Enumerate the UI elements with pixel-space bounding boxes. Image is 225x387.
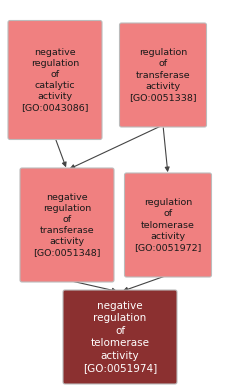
FancyBboxPatch shape — [124, 173, 211, 277]
FancyBboxPatch shape — [8, 21, 101, 139]
FancyBboxPatch shape — [63, 290, 176, 384]
Text: negative
regulation
of
transferase
activity
[GO:0051348]: negative regulation of transferase activ… — [33, 193, 100, 257]
FancyBboxPatch shape — [20, 168, 113, 282]
Text: regulation
of
telomerase
activity
[GO:0051972]: regulation of telomerase activity [GO:00… — [134, 198, 201, 252]
Text: negative
regulation
of
catalytic
activity
[GO:0043086]: negative regulation of catalytic activit… — [21, 48, 88, 112]
FancyBboxPatch shape — [119, 23, 206, 127]
Text: negative
regulation
of
telomerase
activity
[GO:0051974]: negative regulation of telomerase activi… — [83, 301, 156, 373]
Text: regulation
of
transferase
activity
[GO:0051338]: regulation of transferase activity [GO:0… — [129, 48, 196, 102]
